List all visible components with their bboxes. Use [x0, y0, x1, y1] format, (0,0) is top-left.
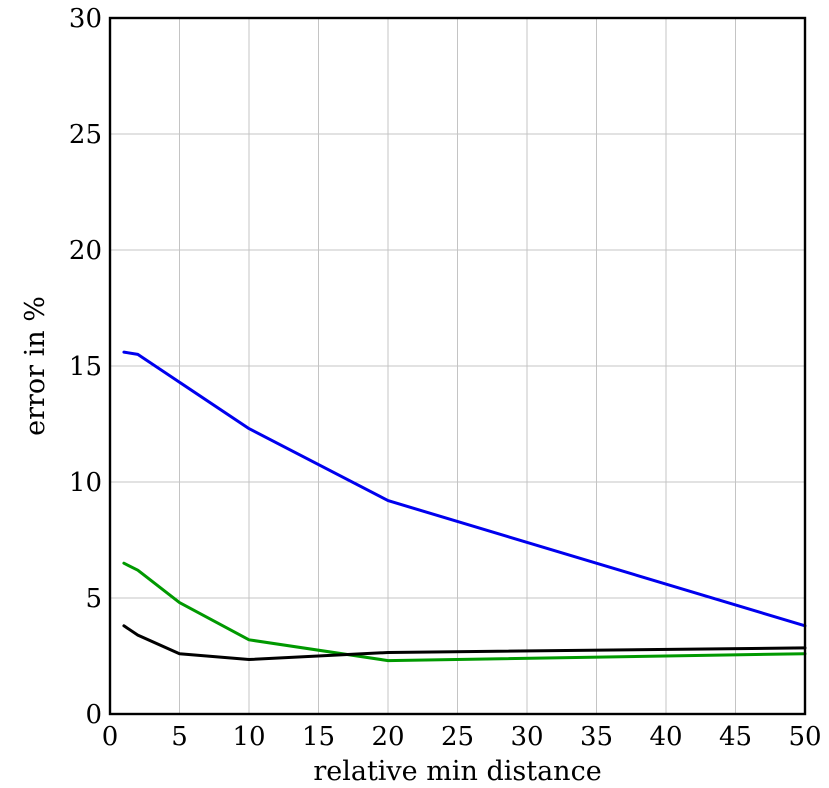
y-tick-label: 15 — [69, 352, 102, 382]
y-tick-label: 0 — [85, 700, 102, 730]
x-tick-label: 25 — [441, 722, 474, 752]
x-tick-label: 15 — [302, 722, 335, 752]
x-tick-label: 0 — [102, 722, 119, 752]
x-tick-label: 20 — [371, 722, 404, 752]
grid-lines — [109, 17, 806, 715]
plot-frame — [108, 16, 807, 716]
y-tick-label: 20 — [69, 236, 102, 266]
x-tick-label: 5 — [171, 722, 188, 752]
y-tick-label: 30 — [69, 4, 102, 34]
x-tick-label: 35 — [580, 722, 613, 752]
y-axis-label: error in % — [20, 296, 51, 436]
series-line-2 — [122, 561, 807, 663]
x-tick-label: 10 — [232, 722, 265, 752]
x-tick-labels: 0 5 10 15 20 25 30 35 40 45 50 — [102, 722, 822, 752]
series-line-3 — [122, 624, 807, 661]
x-tick-label: 40 — [649, 722, 682, 752]
x-tick-label: 30 — [510, 722, 543, 752]
x-axis-label: relative min distance — [313, 756, 601, 787]
y-tick-label: 25 — [69, 120, 102, 150]
y-tick-labels: 0 5 10 15 20 25 30 — [69, 4, 102, 730]
series-lines — [122, 350, 807, 663]
y-tick-label: 5 — [85, 584, 102, 614]
y-tick-label: 10 — [69, 468, 102, 498]
x-tick-label: 45 — [719, 722, 752, 752]
series-line-1 — [122, 350, 807, 628]
x-tick-label: 50 — [788, 722, 821, 752]
